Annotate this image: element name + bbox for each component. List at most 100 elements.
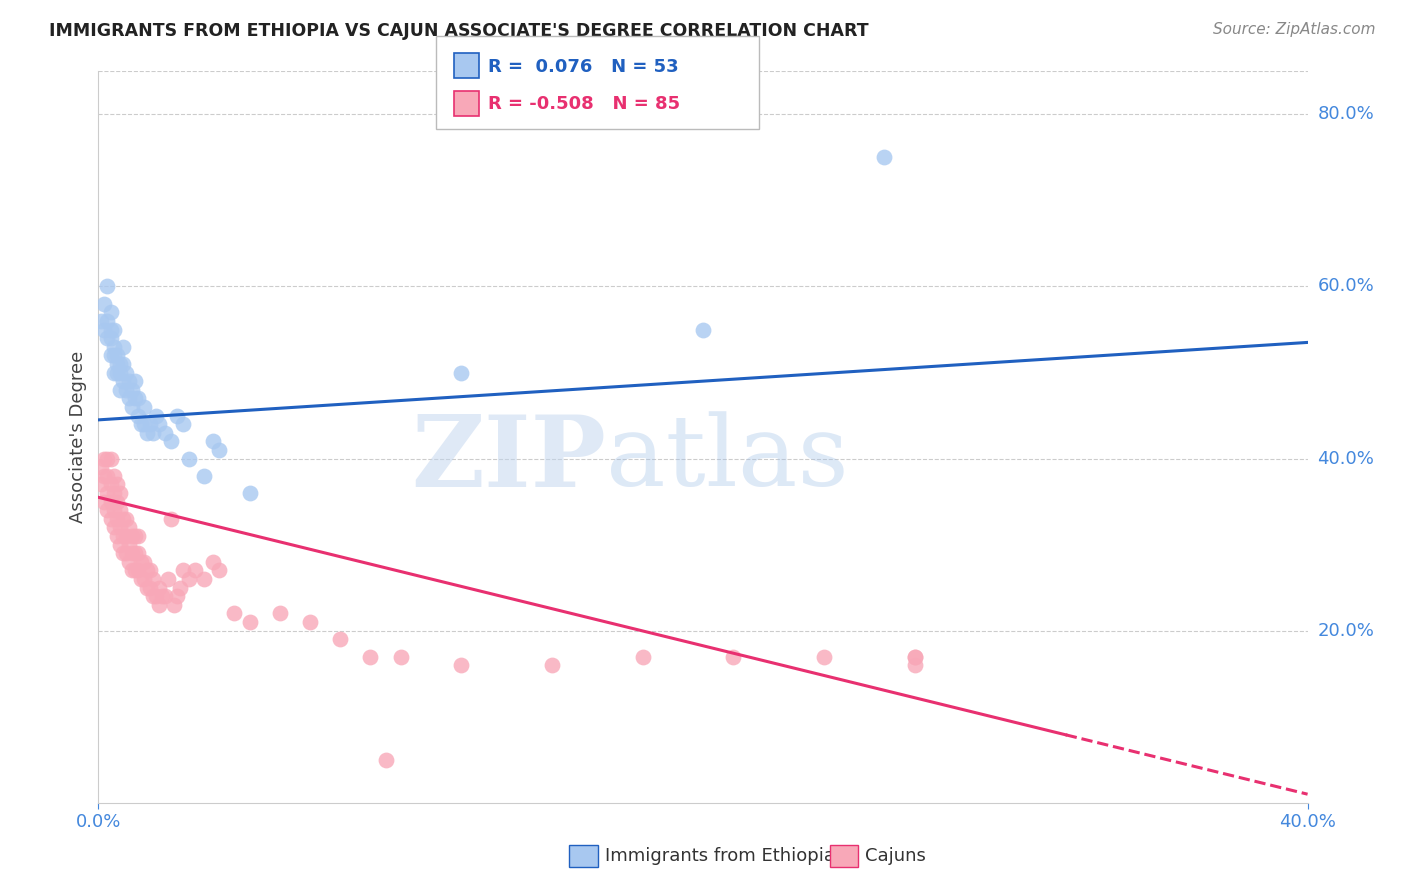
- Point: [100, 331, 122, 345]
- Point: [904, 658, 927, 673]
- Point: [93, 296, 115, 310]
- Point: [129, 572, 152, 586]
- Point: [121, 546, 143, 560]
- Point: [166, 409, 188, 423]
- Point: [202, 434, 225, 449]
- Point: [129, 417, 152, 432]
- Point: [132, 555, 155, 569]
- Point: [114, 546, 136, 560]
- Point: [96, 451, 118, 466]
- Point: [132, 400, 155, 414]
- Point: [163, 598, 186, 612]
- Point: [93, 322, 115, 336]
- Point: [100, 494, 122, 508]
- Point: [450, 366, 472, 380]
- Point: [239, 615, 262, 629]
- Point: [124, 529, 146, 543]
- Point: [100, 451, 122, 466]
- Y-axis label: Associate's Degree: Associate's Degree: [69, 351, 87, 524]
- Point: [374, 753, 396, 767]
- Text: R =  0.076   N = 53: R = 0.076 N = 53: [488, 58, 679, 76]
- Point: [93, 468, 115, 483]
- Point: [142, 425, 165, 440]
- Point: [105, 366, 128, 380]
- Point: [160, 434, 183, 449]
- Point: [148, 598, 170, 612]
- Point: [299, 615, 322, 629]
- Point: [208, 564, 231, 578]
- Point: [103, 486, 125, 500]
- Point: [139, 581, 162, 595]
- Point: [96, 468, 118, 483]
- Point: [121, 383, 143, 397]
- Point: [153, 589, 176, 603]
- Point: [723, 649, 745, 664]
- Point: [108, 486, 131, 500]
- Point: [813, 649, 835, 664]
- Text: ZIP: ZIP: [412, 410, 606, 508]
- Point: [127, 546, 149, 560]
- Point: [103, 322, 125, 336]
- Point: [111, 546, 134, 560]
- Point: [129, 555, 152, 569]
- Point: [127, 392, 149, 406]
- Point: [100, 512, 122, 526]
- Point: [132, 572, 155, 586]
- Point: [93, 451, 115, 466]
- Point: [103, 520, 125, 534]
- Point: [118, 374, 141, 388]
- Point: [450, 658, 472, 673]
- Point: [239, 486, 262, 500]
- Point: [114, 529, 136, 543]
- Point: [108, 538, 131, 552]
- Point: [135, 581, 157, 595]
- Point: [692, 322, 714, 336]
- Point: [103, 468, 125, 483]
- Point: [100, 348, 122, 362]
- Text: IMMIGRANTS FROM ETHIOPIA VS CAJUN ASSOCIATE'S DEGREE CORRELATION CHART: IMMIGRANTS FROM ETHIOPIA VS CAJUN ASSOCI…: [49, 22, 869, 40]
- Point: [111, 374, 134, 388]
- Point: [139, 417, 162, 432]
- Point: [135, 425, 157, 440]
- Point: [121, 529, 143, 543]
- Point: [873, 150, 896, 164]
- Point: [184, 564, 207, 578]
- Point: [96, 503, 118, 517]
- Text: R = -0.508   N = 85: R = -0.508 N = 85: [488, 95, 681, 112]
- Point: [105, 477, 128, 491]
- Point: [103, 348, 125, 362]
- Point: [172, 417, 194, 432]
- Text: Immigrants from Ethiopia: Immigrants from Ethiopia: [605, 847, 835, 865]
- Point: [124, 564, 146, 578]
- Point: [118, 520, 141, 534]
- Point: [96, 314, 118, 328]
- Point: [145, 409, 167, 423]
- Point: [111, 340, 134, 354]
- Point: [105, 512, 128, 526]
- Point: [150, 589, 173, 603]
- Point: [169, 581, 191, 595]
- Point: [156, 572, 179, 586]
- Point: [90, 460, 112, 475]
- Point: [202, 555, 225, 569]
- Point: [132, 417, 155, 432]
- Point: [100, 477, 122, 491]
- Point: [148, 581, 170, 595]
- Point: [105, 348, 128, 362]
- Text: atlas: atlas: [606, 411, 849, 507]
- Point: [105, 357, 128, 371]
- Point: [142, 589, 165, 603]
- Point: [103, 503, 125, 517]
- Point: [153, 425, 176, 440]
- Point: [389, 649, 412, 664]
- Point: [135, 564, 157, 578]
- Point: [93, 494, 115, 508]
- Point: [114, 512, 136, 526]
- Point: [166, 589, 188, 603]
- Point: [111, 357, 134, 371]
- Point: [139, 564, 162, 578]
- Point: [193, 572, 215, 586]
- Point: [105, 529, 128, 543]
- Point: [142, 572, 165, 586]
- Point: [108, 383, 131, 397]
